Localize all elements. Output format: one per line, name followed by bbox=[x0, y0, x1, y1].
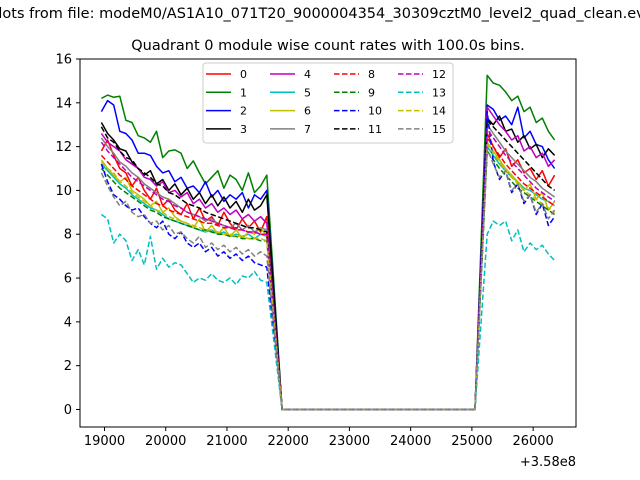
legend-label-10: 10 bbox=[368, 105, 382, 118]
x-axis: 19000 20000 21000 22000 23000 24000 25000 26000 bbox=[84, 427, 554, 449]
legend-box bbox=[202, 62, 454, 144]
x-offset-label: +3.58e8 bbox=[520, 455, 576, 470]
legend-label-5: 5 bbox=[304, 86, 311, 99]
legend-label-2: 2 bbox=[240, 105, 247, 118]
legend-label-12: 12 bbox=[432, 68, 446, 81]
series-line-10 bbox=[100, 110, 556, 411]
series-line-1 bbox=[101, 74, 556, 411]
y-axis: 0 2 4 6 8 10 12 14 16 bbox=[55, 53, 80, 418]
series-line-15 bbox=[100, 148, 556, 411]
series-line-11 bbox=[100, 119, 556, 411]
legend-label-14: 14 bbox=[432, 105, 446, 118]
axes-border bbox=[79, 58, 577, 428]
y-tick-label: 4 bbox=[64, 315, 72, 330]
y-tick-label: 10 bbox=[55, 184, 72, 199]
y-tick-label: 14 bbox=[55, 96, 72, 111]
series-line-9 bbox=[100, 150, 556, 411]
series-layer bbox=[100, 74, 556, 411]
series-line-4 bbox=[100, 106, 556, 411]
legend-label-0: 0 bbox=[240, 68, 247, 81]
series-line-0 bbox=[100, 132, 556, 411]
series-line-13 bbox=[100, 213, 556, 411]
legend-label-4: 4 bbox=[304, 68, 311, 81]
x-tick-label: 22000 bbox=[268, 434, 309, 449]
y-tick-label: 16 bbox=[55, 53, 72, 68]
legend-label-9: 9 bbox=[368, 86, 375, 99]
series-line-3 bbox=[100, 115, 556, 411]
legend-label-7: 7 bbox=[304, 123, 311, 136]
legend-label-13: 13 bbox=[432, 86, 446, 99]
series-line-6 bbox=[100, 141, 556, 411]
x-tick-label: 19000 bbox=[84, 434, 125, 449]
series-line-14 bbox=[100, 143, 556, 411]
x-tick-label: 24000 bbox=[390, 434, 431, 449]
x-tick-label: 21000 bbox=[206, 434, 247, 449]
legend-label-8: 8 bbox=[368, 68, 375, 81]
y-tick-label: 6 bbox=[64, 272, 72, 287]
series-line-12 bbox=[100, 128, 556, 411]
x-tick-label: 25000 bbox=[451, 434, 492, 449]
chart-title: Quadrant 0 module wise count rates with … bbox=[131, 38, 525, 54]
legend-label-1: 1 bbox=[240, 86, 247, 99]
y-tick-label: 12 bbox=[55, 140, 72, 155]
x-tick-label: 23000 bbox=[329, 434, 370, 449]
y-tick-label: 8 bbox=[64, 228, 72, 243]
x-tick-label: 26000 bbox=[512, 434, 553, 449]
chart-suptitle: Plots from file: modeM0/AS1A10_071T20_90… bbox=[0, 6, 640, 22]
legend-label-6: 6 bbox=[304, 105, 311, 118]
x-tick-label: 20000 bbox=[145, 434, 186, 449]
legend-label-11: 11 bbox=[368, 123, 382, 136]
legend-label-3: 3 bbox=[240, 123, 247, 136]
y-tick-label: 0 bbox=[64, 403, 72, 418]
series-line-8 bbox=[100, 137, 556, 411]
legend-label-15: 15 bbox=[432, 123, 446, 136]
y-tick-label: 2 bbox=[64, 359, 72, 374]
series-line-2 bbox=[100, 99, 556, 411]
